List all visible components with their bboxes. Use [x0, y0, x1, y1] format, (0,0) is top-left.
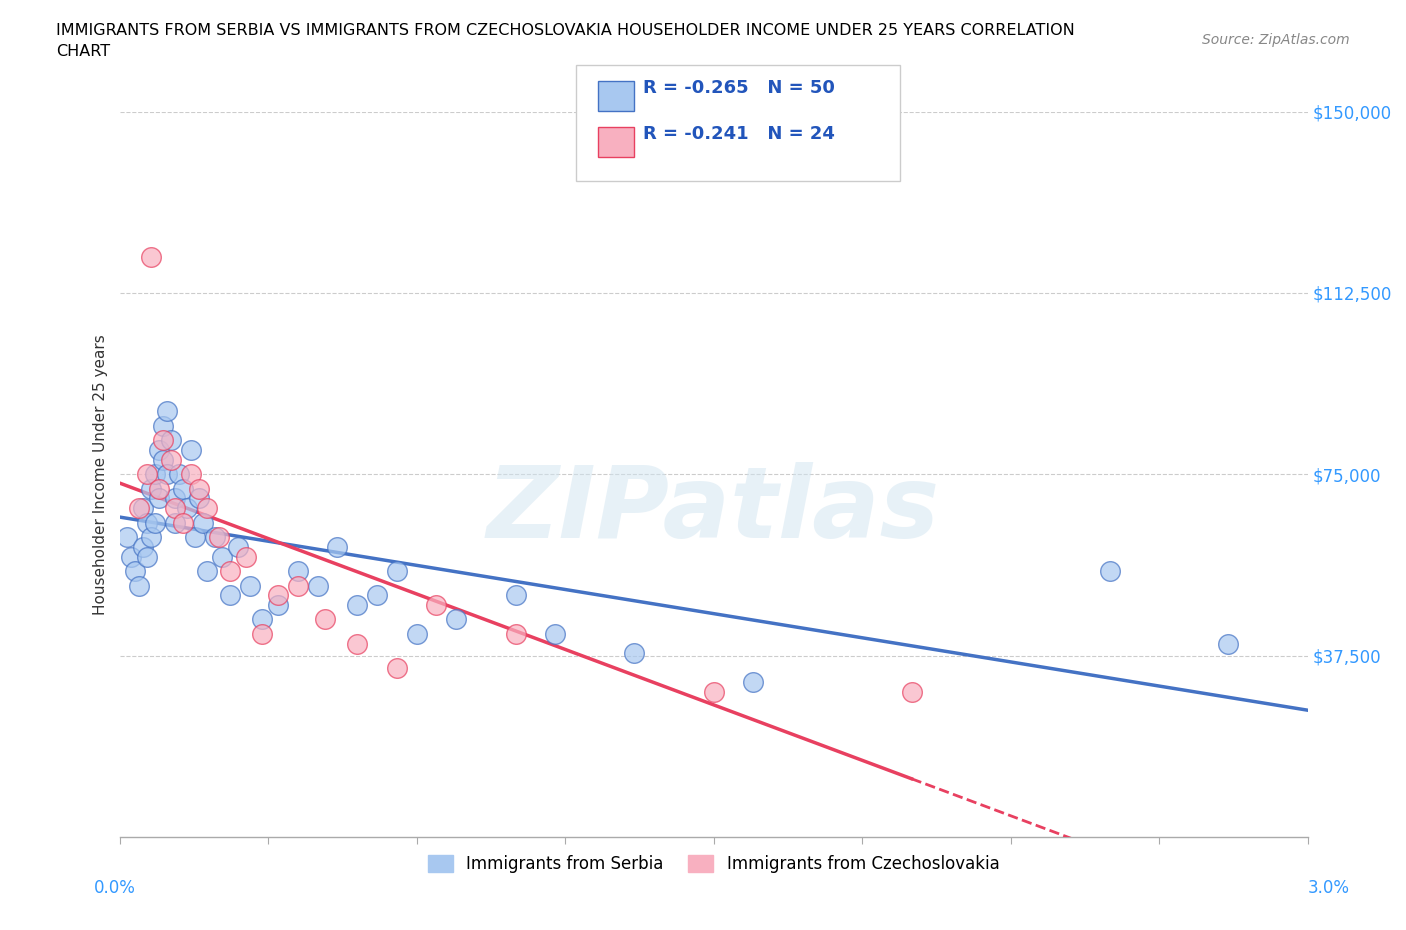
- Point: [346, 597, 368, 612]
- Text: IMMIGRANTS FROM SERBIA VS IMMIGRANTS FROM CZECHOSLOVAKIA HOUSEHOLDER INCOME UNDE: IMMIGRANTS FROM SERBIA VS IMMIGRANTS FRO…: [56, 23, 1076, 60]
- Point: [425, 597, 447, 612]
- Point: [120, 549, 142, 564]
- Point: [156, 467, 179, 482]
- Point: [187, 482, 209, 497]
- Point: [444, 612, 467, 627]
- Point: [143, 467, 166, 482]
- Point: [307, 578, 329, 593]
- Point: [505, 588, 527, 603]
- Point: [160, 452, 183, 467]
- Point: [314, 612, 336, 627]
- Text: 3.0%: 3.0%: [1308, 879, 1350, 897]
- Point: [163, 515, 186, 530]
- Point: [385, 660, 408, 675]
- Point: [346, 636, 368, 651]
- Y-axis label: Householder Income Under 25 years: Householder Income Under 25 years: [93, 334, 108, 615]
- Point: [207, 530, 229, 545]
- Point: [148, 491, 170, 506]
- Point: [250, 627, 273, 642]
- Point: [211, 549, 233, 564]
- Point: [1098, 564, 1121, 578]
- Text: R = -0.265   N = 50: R = -0.265 N = 50: [643, 79, 834, 97]
- Point: [900, 684, 922, 699]
- Point: [128, 578, 150, 593]
- Point: [204, 530, 226, 545]
- Point: [287, 578, 309, 593]
- Point: [1218, 636, 1240, 651]
- Point: [219, 588, 242, 603]
- Point: [195, 564, 218, 578]
- Point: [141, 530, 163, 545]
- Point: [152, 418, 174, 433]
- Point: [267, 597, 290, 612]
- Point: [184, 530, 207, 545]
- Point: [141, 482, 163, 497]
- Point: [287, 564, 309, 578]
- Point: [385, 564, 408, 578]
- Point: [163, 500, 186, 515]
- Point: [152, 433, 174, 448]
- Point: [160, 433, 183, 448]
- Point: [176, 500, 198, 515]
- Text: R = -0.241   N = 24: R = -0.241 N = 24: [643, 125, 834, 142]
- Point: [148, 443, 170, 458]
- Point: [742, 675, 765, 690]
- Point: [366, 588, 388, 603]
- Point: [143, 515, 166, 530]
- Text: 0.0%: 0.0%: [94, 879, 136, 897]
- Point: [326, 539, 349, 554]
- Point: [505, 627, 527, 642]
- Point: [124, 564, 146, 578]
- Point: [623, 645, 645, 660]
- Point: [148, 482, 170, 497]
- Point: [117, 530, 139, 545]
- Point: [544, 627, 567, 642]
- Point: [180, 467, 202, 482]
- Point: [172, 482, 194, 497]
- Point: [132, 500, 155, 515]
- Point: [136, 515, 159, 530]
- Point: [219, 564, 242, 578]
- Point: [195, 500, 218, 515]
- Point: [235, 549, 257, 564]
- Point: [180, 443, 202, 458]
- Point: [132, 539, 155, 554]
- Point: [191, 515, 214, 530]
- Point: [187, 491, 209, 506]
- Point: [136, 549, 159, 564]
- Point: [167, 467, 190, 482]
- Point: [239, 578, 262, 593]
- Point: [156, 404, 179, 418]
- Point: [152, 452, 174, 467]
- Text: Source: ZipAtlas.com: Source: ZipAtlas.com: [1202, 33, 1350, 46]
- Point: [703, 684, 725, 699]
- Legend: Immigrants from Serbia, Immigrants from Czechoslovakia: Immigrants from Serbia, Immigrants from …: [420, 848, 1007, 880]
- Point: [228, 539, 250, 554]
- Point: [163, 491, 186, 506]
- Point: [172, 515, 194, 530]
- Point: [405, 627, 427, 642]
- Point: [267, 588, 290, 603]
- Point: [136, 467, 159, 482]
- Text: ZIPatlas: ZIPatlas: [486, 462, 941, 559]
- Point: [128, 500, 150, 515]
- Point: [250, 612, 273, 627]
- Point: [141, 249, 163, 264]
